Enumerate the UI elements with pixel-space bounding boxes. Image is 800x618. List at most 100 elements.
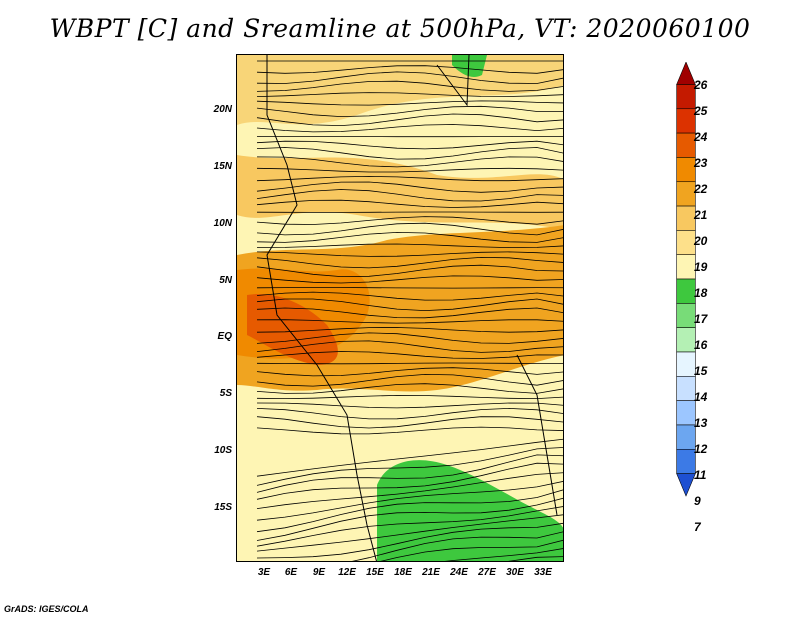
colorbar-segment: [676, 400, 696, 426]
colorbar-label: 14: [694, 390, 708, 404]
colorbar-segment: [676, 157, 696, 183]
streamline: [256, 167, 563, 173]
colorbar-label: 18: [694, 286, 708, 300]
streamline: [256, 462, 563, 500]
streamline: [256, 340, 563, 353]
colorbar-segment: [676, 230, 696, 255]
colorbar-label: 7: [694, 520, 701, 534]
colorbar-segment: [676, 449, 696, 474]
wbpt-region-17: [377, 460, 563, 561]
lon-label-6e: 6E: [284, 567, 298, 578]
colorbar-label: 23: [694, 156, 708, 170]
lat-label-eq: EQ: [217, 331, 232, 342]
wbpt-region-20b: [237, 155, 563, 230]
streamline: [256, 216, 563, 225]
colorbar-segment: [676, 132, 696, 158]
streamline: [256, 251, 563, 257]
colorbar-label: 17: [694, 312, 708, 326]
streamline: [351, 531, 563, 561]
streamline: [256, 394, 563, 400]
colorbar-label: 22: [694, 182, 708, 196]
lat-label-10s: 10S: [214, 445, 232, 456]
streamline: [256, 147, 563, 160]
lat-label-15n: 15N: [213, 161, 232, 172]
streamline: [508, 556, 563, 561]
streamline: [256, 291, 563, 301]
streamline: [256, 481, 563, 521]
lat-label-15s: 15S: [214, 502, 232, 513]
lon-label-15e: 15E: [366, 567, 384, 578]
colorbar-segment: [676, 181, 696, 207]
colorbar-label: 9: [694, 494, 701, 508]
wbpt-region-17-north: [452, 55, 487, 77]
border-north: [436, 55, 470, 107]
colorbar-label: 20: [694, 234, 708, 248]
colorbar-segment: [676, 327, 696, 353]
streamline: [380, 539, 563, 561]
lon-label-30e: 30E: [506, 567, 524, 578]
streamline: [256, 319, 563, 324]
streamline: [256, 514, 563, 552]
lon-label-21e: 21E: [422, 567, 440, 578]
colorbar-segment: [676, 376, 696, 401]
colorbar-segment: [676, 108, 696, 134]
lon-label-33e: 33E: [534, 567, 552, 578]
streamline: [256, 426, 563, 435]
colorbar-segment: [676, 254, 696, 280]
streamline: [256, 522, 563, 559]
streamline: [256, 287, 563, 289]
streamline: [256, 222, 563, 236]
colorbar-segment: [676, 351, 696, 377]
colorbar-bottom-arrow: [676, 473, 696, 497]
streamline: [256, 275, 563, 284]
colorbar-label: 24: [694, 130, 708, 144]
streamline: [256, 307, 563, 319]
colorbar-top-arrow: [676, 62, 696, 85]
streamline: [256, 140, 563, 150]
streamline: [256, 175, 563, 182]
lon-label-3e: 3E: [257, 567, 271, 578]
streamline: [256, 506, 563, 547]
colorbar: [676, 62, 696, 497]
streamline: [256, 438, 563, 477]
streamline: [256, 489, 563, 533]
map-title: WBPT [C] and Sreamline at 500hPa, VT: 20…: [49, 14, 751, 43]
streamline: [256, 124, 563, 133]
lon-label-12e: 12E: [338, 567, 356, 578]
colorbar-segment: [676, 84, 696, 110]
streamline: [256, 105, 563, 118]
colorbar-label: 11: [694, 468, 707, 482]
lat-label-5s: 5S: [219, 388, 232, 399]
streamline: [256, 454, 563, 493]
streamline: [256, 243, 563, 249]
streamline: [256, 80, 563, 92]
wbpt-region-23: [247, 294, 338, 365]
streamline: [256, 407, 563, 420]
colorbar-label: 13: [694, 416, 708, 430]
streamline: [256, 373, 563, 387]
lon-label-27e: 27E: [478, 567, 496, 578]
streamline: [256, 472, 563, 509]
colorbar-segment: [676, 278, 696, 304]
streamline: [256, 231, 563, 243]
lon-label-18e: 18E: [394, 567, 412, 578]
streamline: [256, 332, 563, 344]
lon-label-24e: 24E: [450, 567, 468, 578]
streamline: [256, 497, 563, 541]
streamline: [256, 383, 563, 394]
streamline: [256, 189, 563, 202]
streamline: [256, 181, 563, 193]
streamline: [256, 92, 563, 97]
streamline: [256, 298, 563, 312]
map-panel: [236, 54, 564, 562]
colorbar-label: 19: [694, 260, 708, 274]
lat-label-10n: 10N: [213, 218, 232, 229]
streamline: [256, 362, 563, 365]
credit-text: GrADS: IGES/COLA: [4, 604, 89, 614]
colorbar-label: 25: [694, 104, 708, 118]
boundaries: [266, 55, 558, 561]
lat-label-20n: 20N: [213, 104, 232, 115]
streamline: [256, 351, 563, 359]
streamline: [256, 71, 563, 84]
colorbar-label: 26: [694, 78, 708, 92]
